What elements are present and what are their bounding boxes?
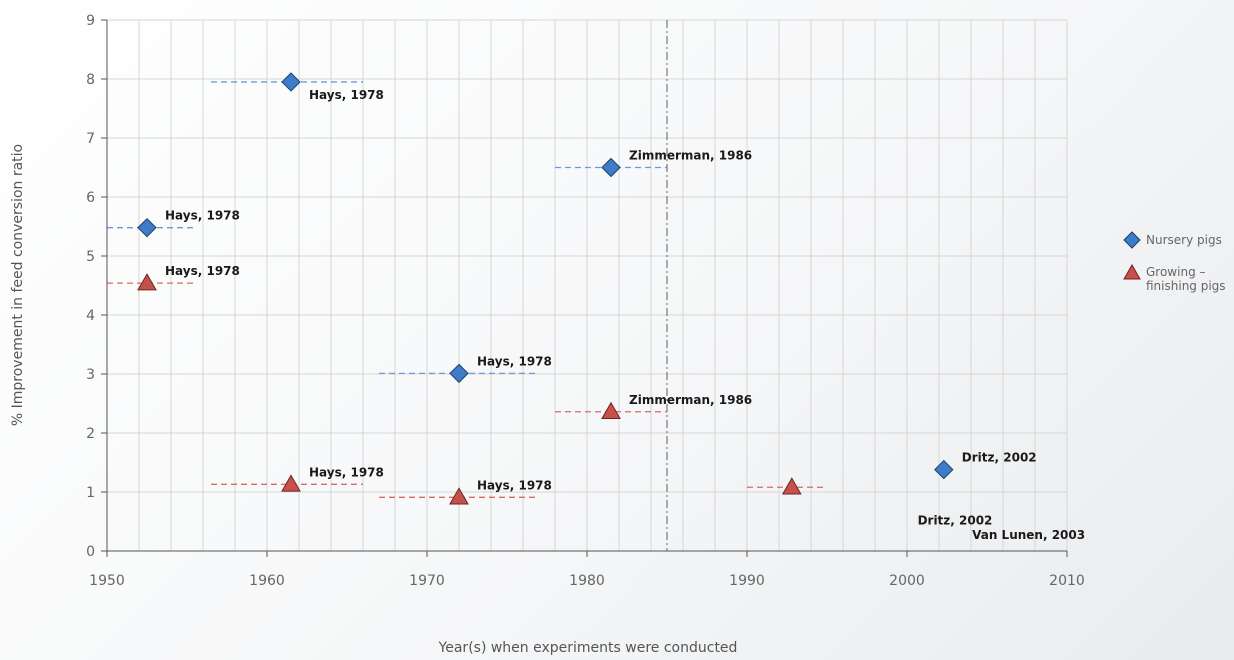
nursery-pigs-point [137,217,157,238]
axes [101,19,1068,557]
range-lines [107,81,827,498]
x-tick-label: 2010 [1049,573,1085,589]
y-tick-label: 1 [86,485,95,501]
y-tick-label: 7 [86,131,95,147]
point-label: Hays, 1978 [309,88,384,102]
legend-growing-finishing-pigs-label-line2: finishing pigs [1146,279,1226,293]
y-tick-label: 0 [86,544,95,560]
point-label: Hays, 1978 [477,478,552,492]
legend-nursery-pigs-label: Nursery pigs [1146,233,1222,247]
point-label: Zimmerman, 1986 [629,149,752,163]
legend: Nursery pigs Growing –finishing pigs [1123,231,1226,293]
y-tick-label: 2 [86,426,95,442]
x-tick-label: 1950 [89,573,125,589]
data-markers [137,72,954,505]
growing-finishing-pigs-point [137,273,157,291]
point-label: Hays, 1978 [309,465,384,479]
y-tick-labels: 0 1 2 3 4 5 6 7 8 9 [86,13,95,560]
point-label: Hays, 1978 [165,209,240,223]
point-label: Hays, 1978 [477,354,552,368]
gridlines [107,19,1068,551]
growing-finishing-pigs-point [781,477,802,495]
y-axis-title: % Improvement in feed conversion ratio [10,144,26,426]
point-label: Dritz, 2002 [962,451,1037,465]
nursery-pigs-point [601,157,621,178]
growing-finishing-pigs-point [449,487,469,505]
annotation-label: Van Lunen, 2003 [972,528,1085,542]
legend-growing-finishing-pigs-icon [1123,263,1141,280]
y-tick-label: 9 [86,13,95,29]
annotation-label: Dritz, 2002 [918,513,993,527]
x-axis-title: Year(s) when experiments were conducted [438,640,738,656]
legend-growing-finishing-pigs-label: Growing – [1146,265,1206,279]
y-tick-label: 5 [86,249,95,265]
x-tick-label: 1990 [729,573,765,589]
y-tick-label: 8 [86,72,95,88]
nursery-pigs-point [449,363,469,384]
nursery-pigs-point [934,459,954,480]
x-tick-labels: 1950 1960 1970 1980 1990 2000 2010 [89,573,1085,589]
y-tick-label: 4 [86,308,95,324]
y-tick-label: 6 [86,190,95,206]
x-tick-label: 2000 [889,573,925,589]
x-tick-label: 1960 [249,573,285,589]
legend-nursery-pigs-icon [1123,231,1141,249]
x-tick-label: 1970 [409,573,445,589]
data-labels: Hays, 1978 Zimmerman, 1986 Hays, 1978 Hays,… [165,88,1085,542]
point-label: Hays, 1978 [165,264,240,278]
nursery-pigs-point [281,72,301,92]
y-tick-label: 3 [86,367,95,383]
growing-finishing-pigs-point [601,401,621,420]
point-label: Zimmerman, 1986 [629,393,752,407]
growing-finishing-pigs-point [281,474,301,492]
x-tick-label: 1980 [569,573,605,589]
